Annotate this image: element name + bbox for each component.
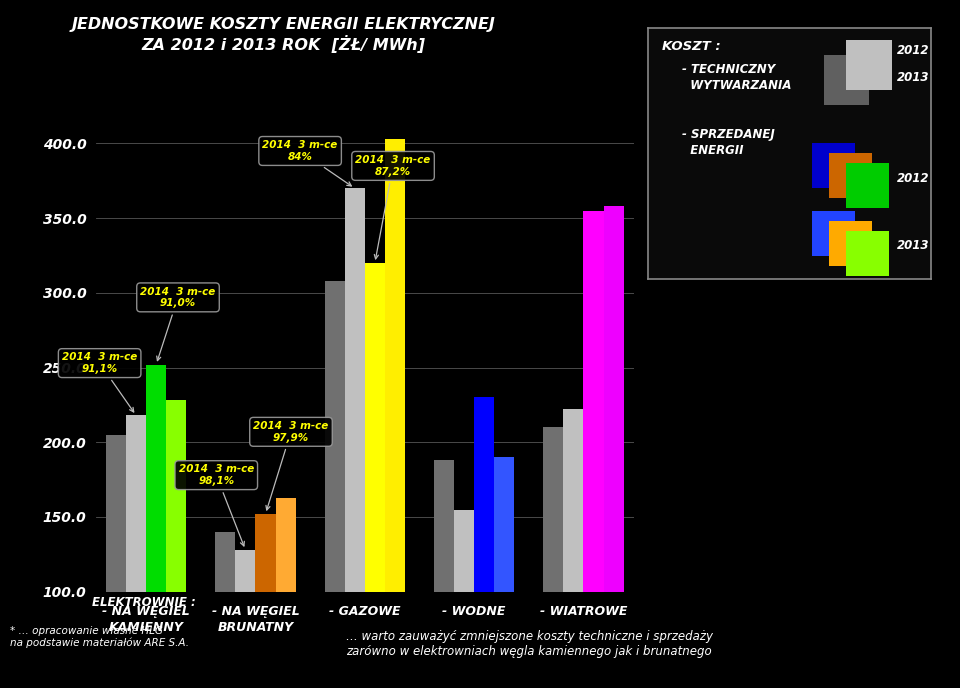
Text: 2013: 2013 xyxy=(898,72,929,84)
Text: 2014  3 m-ce
84%: 2014 3 m-ce 84% xyxy=(262,140,351,186)
Bar xyxy=(454,510,474,592)
Text: 2014  3 m-ce
87,2%: 2014 3 m-ce 87,2% xyxy=(355,155,431,259)
Bar xyxy=(106,435,126,592)
Bar xyxy=(126,416,146,592)
Bar xyxy=(434,460,454,592)
Bar xyxy=(829,153,872,198)
Text: JEDNOSTKOWE KOSZTY ENERGII ELEKTRYCZNEJ
ZA 2012 i 2013 ROK  [ŻŁ/ MWh]: JEDNOSTKOWE KOSZTY ENERGII ELEKTRYCZNEJ … xyxy=(71,17,495,53)
Bar xyxy=(543,427,564,592)
Bar xyxy=(215,532,235,592)
Bar xyxy=(345,189,365,592)
Text: 2014  3 m-ce
98,1%: 2014 3 m-ce 98,1% xyxy=(179,464,253,546)
Text: 2014  3 m-ce
91,1%: 2014 3 m-ce 91,1% xyxy=(62,352,137,412)
Bar xyxy=(847,40,892,90)
Bar xyxy=(847,231,889,276)
Bar xyxy=(824,55,869,105)
Bar xyxy=(166,400,186,592)
Bar xyxy=(146,365,166,592)
Bar xyxy=(847,163,889,208)
Text: 2012: 2012 xyxy=(898,172,929,184)
Bar xyxy=(276,497,296,592)
Bar xyxy=(474,398,494,592)
Text: * … opracowanie własne HLG
na podstawie materiałów ARE S.A.: * … opracowanie własne HLG na podstawie … xyxy=(10,626,188,648)
Text: ELEKTROWNIE :: ELEKTROWNIE : xyxy=(92,596,196,609)
Text: 2014  3 m-ce
97,9%: 2014 3 m-ce 97,9% xyxy=(253,421,328,510)
Bar xyxy=(829,221,872,266)
Bar xyxy=(385,139,405,592)
Bar xyxy=(324,281,345,592)
Text: - SPRZEDANEJ
  ENERGII: - SPRZEDANEJ ENERGII xyxy=(682,128,775,157)
Bar xyxy=(604,206,624,592)
Text: - TECHNICZNY
  WYTWARZANIA: - TECHNICZNY WYTWARZANIA xyxy=(682,63,791,92)
Text: 2014  3 m-ce
91,0%: 2014 3 m-ce 91,0% xyxy=(140,287,216,361)
Bar xyxy=(584,211,604,592)
Text: 2013: 2013 xyxy=(898,239,929,252)
Bar xyxy=(564,409,584,592)
Text: 2012: 2012 xyxy=(898,43,929,56)
Bar xyxy=(494,458,515,592)
Text: KOSZT :: KOSZT : xyxy=(662,40,721,53)
Bar xyxy=(365,263,385,592)
Bar xyxy=(812,143,854,189)
Bar xyxy=(255,514,276,592)
Text: … warto zauważyć zmniejszone koszty techniczne i sprzedaży
zarówno w elektrownia: … warto zauważyć zmniejszone koszty tech… xyxy=(346,630,712,658)
Bar xyxy=(235,550,255,592)
Bar xyxy=(812,211,854,256)
